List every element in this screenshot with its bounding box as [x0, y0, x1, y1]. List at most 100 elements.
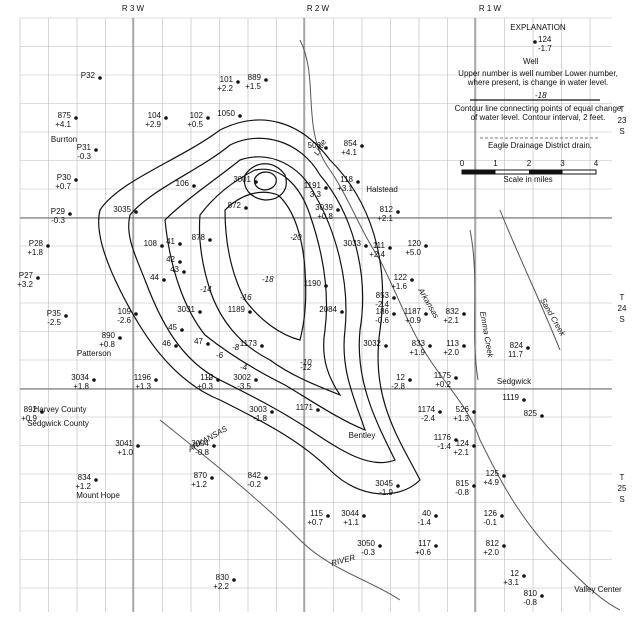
well-number: 872	[228, 201, 242, 210]
well-number: 3002	[233, 373, 251, 382]
well-change: -1.9	[379, 488, 393, 497]
well-number: 126	[484, 509, 498, 518]
well-change: +3.1	[337, 184, 353, 193]
well	[522, 398, 526, 402]
well-number: 3031	[177, 305, 195, 314]
well-number: 109	[118, 307, 132, 316]
well-number: 853	[376, 291, 390, 300]
well-number: 1174	[418, 405, 436, 414]
well-number: 833	[412, 339, 426, 348]
well-number: 118	[340, 175, 353, 184]
well-number: 45	[168, 323, 177, 332]
well-change: -1.8	[253, 414, 267, 423]
well-number: 43	[170, 265, 179, 274]
well	[94, 478, 98, 482]
well	[324, 284, 328, 288]
contour-label: -4	[240, 363, 248, 372]
well-number: 842	[248, 471, 262, 480]
sample-number: 124	[538, 35, 552, 44]
well-change: -0.1	[483, 518, 497, 527]
well-change: +1.9	[409, 348, 425, 357]
well	[118, 336, 122, 340]
well	[36, 276, 40, 280]
well-change: +4.1	[55, 120, 71, 129]
well	[362, 514, 366, 518]
well	[238, 114, 242, 118]
well	[424, 312, 428, 316]
well	[462, 344, 466, 348]
well	[324, 146, 328, 150]
well-change: -2.5	[47, 318, 61, 327]
well-number: P31	[77, 143, 92, 152]
well-change: +0.7	[55, 182, 71, 191]
well-number: 40	[422, 509, 431, 518]
scale-tick: 2	[527, 159, 532, 168]
well	[254, 180, 258, 184]
well-change: +2.4	[369, 250, 385, 259]
contour-label: -10	[300, 358, 312, 367]
well-change: -2.8	[391, 382, 405, 391]
well	[248, 310, 252, 314]
well-number: 3035	[113, 205, 131, 214]
well-change: +0.2	[435, 380, 451, 389]
place-label: Mount Hope	[76, 491, 120, 500]
well-number: 889	[248, 73, 262, 82]
contour-label: -20	[290, 233, 302, 242]
sample-well	[533, 40, 537, 44]
well-number: 3033	[343, 239, 361, 248]
well-change: +1.3	[135, 382, 151, 391]
well-number: 830	[216, 573, 230, 582]
well-change: -2.6	[117, 316, 131, 325]
well-number: 875	[58, 111, 72, 120]
well-change: -0.3	[77, 152, 91, 161]
well-number: 102	[190, 111, 204, 120]
well-number: 3050	[357, 539, 375, 548]
well	[180, 328, 184, 332]
well-number: 1189	[228, 305, 246, 314]
well-number: 832	[446, 307, 460, 316]
well	[396, 210, 400, 214]
well	[408, 378, 412, 382]
well-number: 104	[148, 111, 162, 120]
well-change: -0.8	[455, 488, 469, 497]
rivers	[159, 39, 621, 611]
well-number: 44	[150, 273, 159, 282]
well-number: 12	[396, 373, 405, 382]
well	[360, 144, 364, 148]
well	[356, 180, 360, 184]
well-number: 113	[446, 339, 459, 348]
well	[324, 186, 328, 190]
well-change: +4.1	[341, 148, 357, 157]
well-change: +1.8	[73, 382, 89, 391]
well-number: 115	[310, 509, 323, 518]
well-number: 124	[456, 439, 470, 448]
well	[74, 116, 78, 120]
scale-tick: 1	[493, 159, 498, 168]
well	[502, 544, 506, 548]
well-change: 3.3	[310, 190, 322, 199]
well	[198, 310, 202, 314]
well-number: 108	[144, 239, 158, 248]
well-note: where present, is change in water level.	[467, 78, 609, 87]
range-label: R 3 W	[122, 4, 145, 13]
well	[540, 594, 544, 598]
well-number: 122	[394, 273, 408, 282]
well	[454, 438, 458, 442]
well-number: 3045	[375, 479, 393, 488]
well	[212, 444, 216, 448]
well-change: +3.1	[503, 578, 519, 587]
well-label: Well	[523, 57, 539, 66]
well-change: +0.3	[197, 382, 213, 391]
place-label: Harvey County	[34, 405, 87, 414]
well-change: +1.2	[75, 482, 91, 491]
well-number: 870	[194, 471, 208, 480]
contour-label: -14	[200, 285, 212, 294]
well-change: +1.3	[453, 414, 469, 423]
well	[378, 544, 382, 548]
well-number: 3004	[191, 439, 209, 448]
well-change: -0.3	[51, 216, 65, 225]
well	[210, 476, 214, 480]
well	[260, 344, 264, 348]
well-change: +1.2	[191, 480, 207, 489]
well	[434, 514, 438, 518]
